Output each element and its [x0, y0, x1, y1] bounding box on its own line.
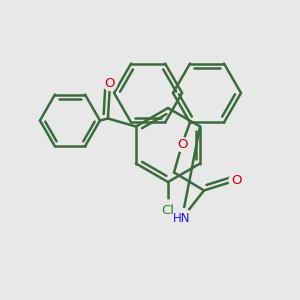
Circle shape: [158, 200, 178, 220]
Circle shape: [229, 173, 243, 188]
Circle shape: [172, 208, 192, 228]
Circle shape: [103, 76, 117, 91]
Text: O: O: [105, 77, 115, 90]
Text: O: O: [231, 174, 241, 187]
Text: Cl: Cl: [161, 203, 175, 217]
Circle shape: [175, 137, 189, 152]
Text: O: O: [177, 138, 187, 151]
Text: HN: HN: [173, 212, 191, 225]
